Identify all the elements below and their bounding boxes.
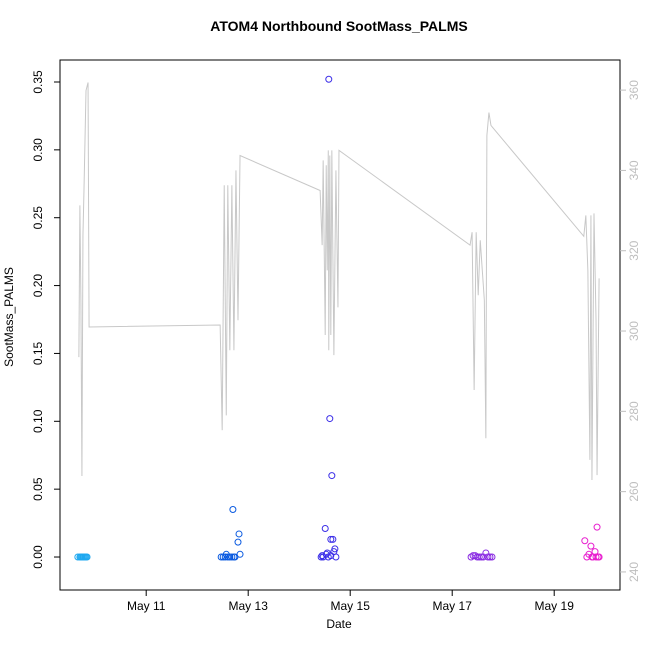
point (83, 553, 91, 561)
y-axis-label: SootMass_PALMS (2, 267, 16, 367)
point (321, 525, 329, 533)
point (228, 553, 236, 561)
point (331, 545, 339, 553)
point (328, 472, 336, 480)
y2-tick-label: 320 (627, 240, 641, 260)
y2-tick-label: 300 (627, 321, 641, 341)
plot-box (59, 59, 621, 591)
point (235, 530, 243, 538)
point (477, 553, 485, 561)
point (234, 538, 242, 546)
y2-tick-label: 260 (627, 481, 641, 501)
point (484, 553, 492, 561)
point (592, 553, 600, 561)
point (595, 553, 603, 561)
line (78, 82, 600, 480)
y-tick-label: 0.20 (31, 274, 45, 298)
x-tick-label: May 13 (229, 599, 269, 613)
x-tick-label: May 17 (433, 599, 473, 613)
point (332, 553, 340, 561)
y2-tick-label: 340 (627, 160, 641, 180)
y-tick-label: 0.25 (31, 206, 45, 230)
chart-title: ATOM4 Northbound SootMass_PALMS (210, 18, 467, 34)
point (226, 553, 234, 561)
point (236, 550, 244, 558)
x-axis-label: Date (326, 617, 352, 631)
point (587, 542, 595, 550)
point (486, 553, 494, 561)
x-tick-label: May 11 (127, 599, 166, 613)
point (327, 535, 335, 543)
point (325, 75, 333, 83)
y2-tick-label: 360 (627, 80, 641, 100)
y-tick-label: 0.15 (31, 341, 45, 365)
point (475, 553, 483, 561)
point (488, 553, 496, 561)
point (482, 549, 490, 557)
point (329, 535, 337, 543)
y2-tick-label: 240 (627, 562, 641, 582)
y-tick-label: 0.35 (31, 70, 45, 94)
point (593, 523, 601, 531)
y-tick-label: 0.05 (31, 477, 45, 501)
x-tick-label: May 15 (331, 599, 371, 613)
x-tick-label: May 19 (535, 599, 575, 613)
point (229, 506, 237, 514)
point (326, 415, 334, 423)
y2-tick-label: 280 (627, 401, 641, 421)
y-tick-label: 0.00 (31, 545, 45, 569)
y-tick-label: 0.30 (31, 138, 45, 162)
point (581, 537, 589, 545)
y-tick-label: 0.10 (31, 409, 45, 433)
